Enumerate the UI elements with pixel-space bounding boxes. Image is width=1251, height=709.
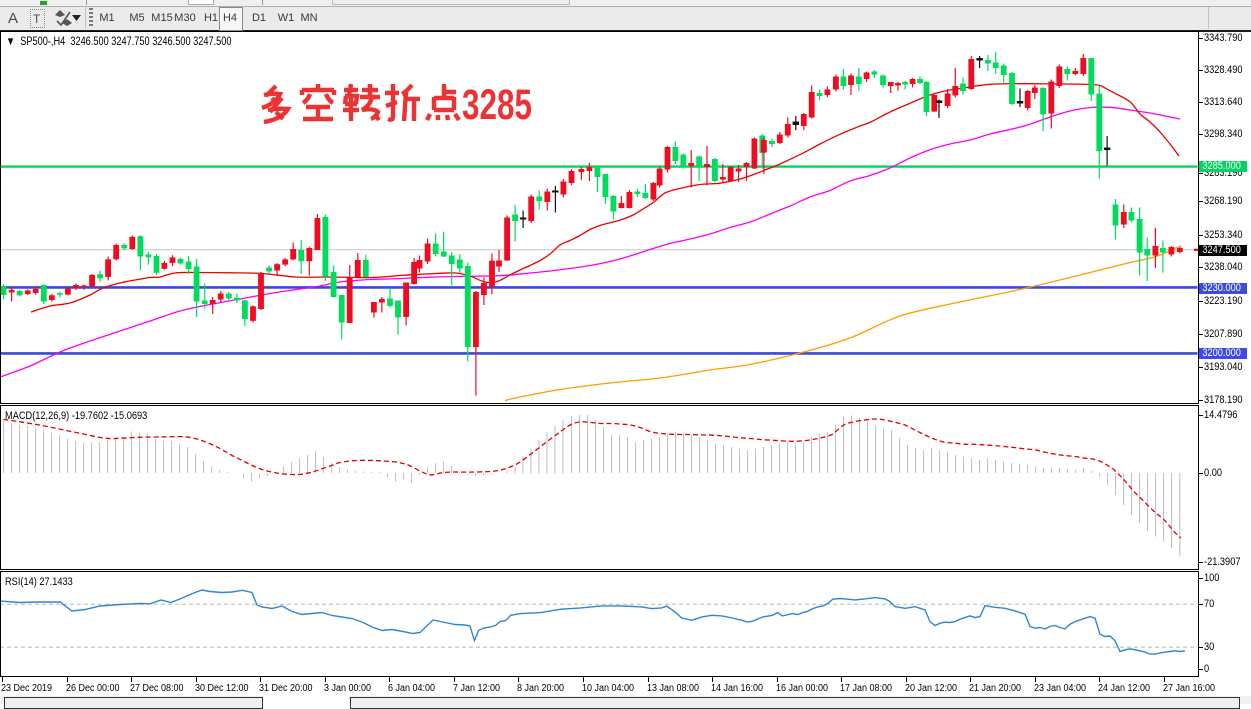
svg-text:3285: 3285 (462, 81, 532, 129)
